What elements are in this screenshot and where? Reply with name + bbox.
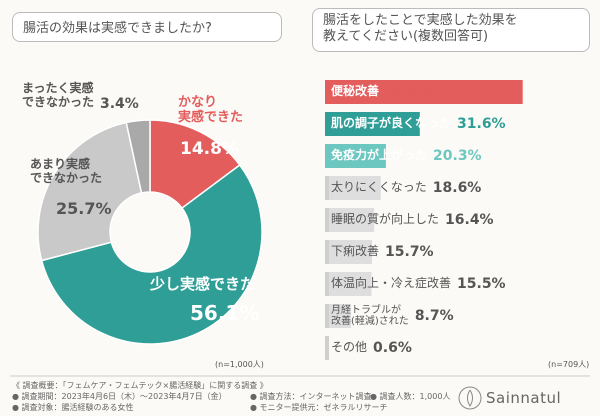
footer-text: ● 調査方法：インターネット調査 [250,392,372,401]
bar-stub [325,208,329,232]
footer-text: 《 調査概要：「フェムケア・フェムテック×腸活経験」に関する調査 》 [12,381,268,390]
bar-value: 8.7% [414,308,454,324]
bar-value: 15.5% [457,276,506,292]
bar-row: 月経トラブルが 改善(軽減)された 8.7% [331,304,454,328]
bar-category: 月経トラブルが 改善(軽減)された [331,305,409,327]
bar-row: 太りにくくなった 18.6% [331,176,481,200]
bar-value: 15.7% [385,244,434,260]
brand-logo [458,386,482,410]
bar-category: 下痢改善 [331,244,380,259]
bar-category: 太りにくくなった [331,180,427,195]
bar-stub [325,112,329,136]
sample-note: (n=709人) [548,360,590,369]
bar-category: 体温向上・冷え症改善 [331,276,452,291]
donut-slice [40,163,263,345]
footer-text: ● 調査対象：腸活経験のある女性 [12,403,134,412]
slice-value: 14.8% [180,139,239,159]
slice-label: まったく実感 できなかった [22,81,95,109]
sample-note: (n=1,000人) [215,360,264,369]
slice-value: 25.7% [56,199,112,218]
footer-text: ● 調査期間：2023年4月6日（木）～2023年4月7日（金） [12,392,227,401]
bar-stub [325,304,329,328]
footer-text: ● 調査人数：1,000人 [370,392,451,401]
bar [325,272,372,296]
bar [325,144,386,168]
bar-stub [325,80,329,104]
slice-value: 56.1% [190,301,260,325]
bar-row: その他 0.6% [331,336,412,360]
bar-row: 便秘改善 65.9% [331,80,434,104]
chart-title: 腸活をしたことで実感した効果を 教えてください(複数回答可) [312,8,590,52]
bar-category: 便秘改善 [331,84,380,99]
bar-category: 肌の調子が良くなった [331,116,452,131]
bar-value: 18.6% [432,180,482,196]
bar-row: 肌の調子が良くなった 31.6% [331,112,506,136]
bar-stub [325,336,329,360]
bar [325,176,381,200]
bar-value: 0.6% [373,340,412,356]
bar-stub [325,176,329,200]
bar-stub [325,272,329,296]
slice-label: かなり 実感できた [178,95,244,125]
slice-label: 少し実感できた [150,275,256,293]
bar-category: 睡眠の質が向上した [331,212,440,227]
bar-value: 65.9% [385,84,434,100]
bar [325,80,523,104]
bar-row: 体温向上・冷え症改善 15.5% [331,272,506,296]
bar-category: 免疫力が上がった [331,148,428,163]
bar-value: 31.6% [457,116,506,132]
bar-row: 下痢改善 15.7% [331,240,434,264]
bar-row: 免疫力が上がった 20.3% [331,144,482,168]
bar [325,240,373,264]
bar-value: 16.4% [445,212,494,228]
chart-title: 腸活の効果は実感できましたか? [12,12,282,42]
bar [325,208,375,232]
bar [325,112,420,136]
footer-text: ● モニター提供元：ゼネラルリサーチ [250,403,388,412]
brand-name: Sainnatul [486,389,562,407]
slice-value: 3.4% [100,96,139,112]
bar [325,304,352,328]
bar-value: 20.3% [433,148,482,164]
bar-stub [325,240,329,264]
donut-slice [125,119,151,194]
bar-row: 睡眠の質が向上した 16.4% [331,208,494,232]
bar-stub [325,144,329,168]
brand-logo-leaf [467,389,473,407]
bar-category: その他 [331,340,368,355]
slice-label: あまり実感 できなかった [30,157,103,185]
donut-slice [37,121,143,262]
